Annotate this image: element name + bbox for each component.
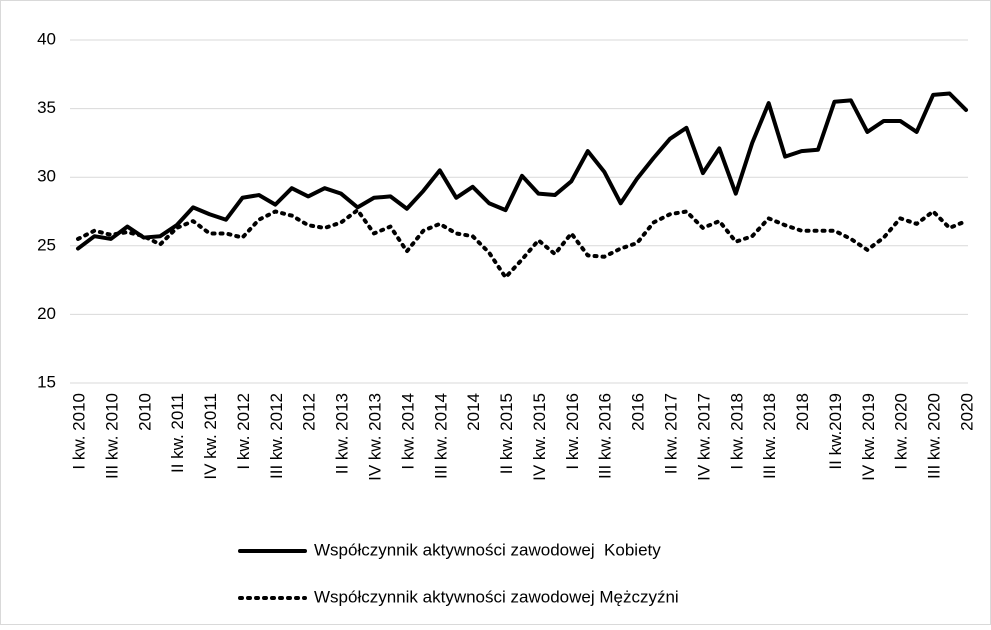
x-tick-label: IV kw. 2013 [365,393,384,481]
x-tick-label: II kw.2019 [826,393,845,470]
x-tick-label: III kw. 2016 [596,393,615,479]
series-line [76,91,968,251]
y-tick-label: 20 [37,304,56,323]
x-tick-label: I kw. 2016 [563,393,582,470]
x-tick-label: 2014 [464,393,483,431]
x-tick-label: 2016 [629,393,648,431]
y-tick-label: 15 [37,372,56,391]
x-tick-label: II kw. 2013 [333,393,352,474]
y-tick-label: 35 [37,98,56,117]
x-tick-label: III kw. 2010 [102,393,121,479]
series-line [76,208,968,280]
x-tick-label: IV kw. 2019 [859,393,878,481]
legend-label: Współczynnik aktywności zawodowej Kobiet… [314,540,661,559]
x-tick-label: 2012 [300,393,319,431]
y-tick-label: 40 [37,29,56,48]
y-tick-label: 30 [37,167,56,186]
x-tick-label: III kw. 2018 [760,393,779,479]
x-tick-label: III kw. 2012 [267,393,286,479]
x-tick-label: I kw. 2014 [398,393,417,470]
y-tick-label: 25 [37,235,56,254]
x-tick-label: IV kw. 2011 [201,393,220,480]
x-tick-label: III kw. 2014 [431,393,450,479]
x-tick-label: IV kw. 2017 [694,393,713,481]
x-tick-label: I kw. 2012 [234,393,253,470]
x-tick-label: IV kw. 2015 [530,393,549,481]
x-tick-label: I kw. 2010 [69,393,88,470]
x-tick-label: 2018 [793,393,812,431]
x-tick-label: II kw. 2011 [168,393,187,473]
x-tick-label: II kw. 2015 [497,393,516,474]
x-tick-label: 2010 [135,393,154,431]
x-tick-label: III kw. 2020 [925,393,944,479]
x-tick-label: I kw. 2018 [727,393,746,470]
x-tick-label: 2020 [957,393,976,431]
x-tick-label: I kw. 2020 [892,393,911,470]
x-tick-label: II kw. 2017 [661,393,680,474]
legend-label: Współczynnik aktywności zawodowej Mężczy… [314,587,679,606]
